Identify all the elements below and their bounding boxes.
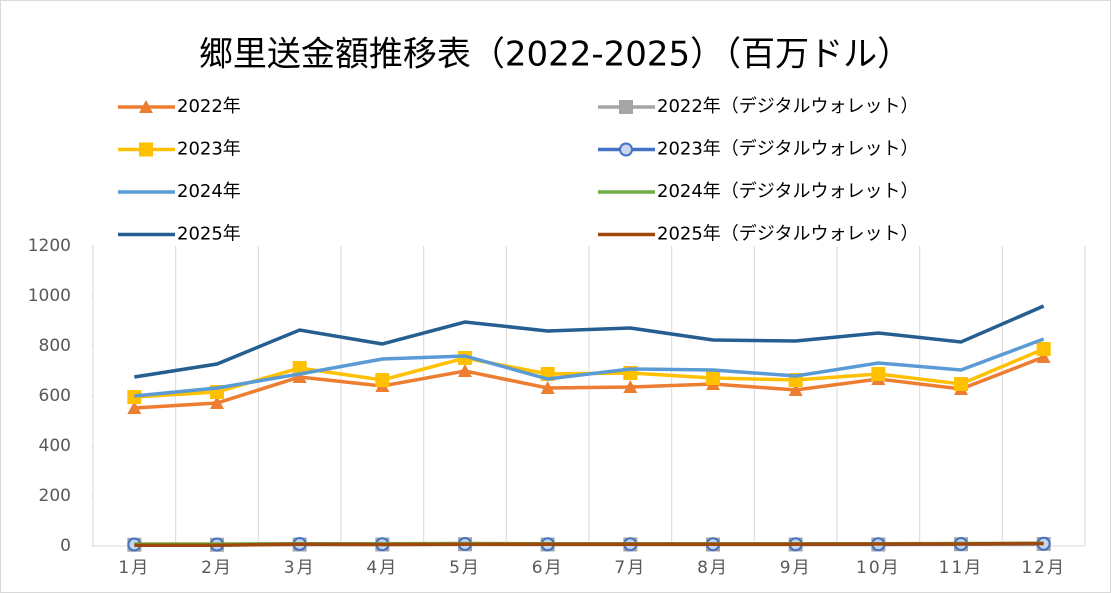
y-tick-label: 1000 [28,286,71,306]
series-marker [292,361,307,375]
undefined [619,142,633,157]
legend-label: 2022年（デジタルウォレット） [657,96,918,117]
series-marker [1036,350,1051,363]
x-tick-label: 1月 [118,558,150,578]
legend-label: 2023年 [177,139,241,160]
undefined [139,142,153,157]
series-marker [623,380,638,393]
series-line [134,355,1045,410]
y-tick-label: 1200 [28,236,71,256]
series-marker [871,367,886,381]
x-tick-label: 11月 [939,558,984,578]
undefined [619,100,633,114]
legend-label: 2025年（デジタルウォレット） [657,224,918,245]
series-marker [210,396,224,409]
y-tick-label: 800 [39,336,71,356]
series-marker [127,401,142,414]
y-tick-label: 600 [39,386,71,406]
series-marker [375,373,390,387]
series-marker [127,390,142,404]
series-marker [458,364,472,377]
legend-label: 2022年 [177,96,241,117]
series-marker [540,381,555,394]
series-marker [788,383,803,396]
x-tick-label: 4月 [366,558,398,578]
undefined [139,100,153,113]
chart-title: 郷里送金額推移表（2022-2025）（百万ドル） [199,35,911,75]
x-tick-label: 10月 [856,558,901,578]
legend-label: 2024年 [177,181,241,202]
x-tick-label: 12月 [1021,558,1066,578]
series-line [134,337,1045,398]
x-tick-label: 7月 [614,558,646,578]
series-line [134,304,1045,379]
x-tick-label: 6月 [532,558,564,578]
x-tick-label: 3月 [284,558,316,578]
legend-label: 2023年（デジタルウォレット） [657,139,918,160]
x-tick-label: 9月 [780,558,812,578]
legend-label: 2024年（デジタルウォレット） [657,181,918,202]
y-tick-label: 0 [60,536,71,556]
y-tick-label: 200 [39,486,71,506]
x-tick-label: 5月 [449,558,481,578]
series-marker [954,377,968,391]
x-tick-label: 2月 [201,558,233,578]
series-marker [706,371,720,385]
legend-label: 2025年 [177,224,241,245]
x-tick-label: 8月 [697,558,729,578]
y-tick-label: 400 [39,436,71,456]
series-marker [1036,342,1051,356]
series-marker [292,370,307,383]
series-line [134,541,1044,547]
